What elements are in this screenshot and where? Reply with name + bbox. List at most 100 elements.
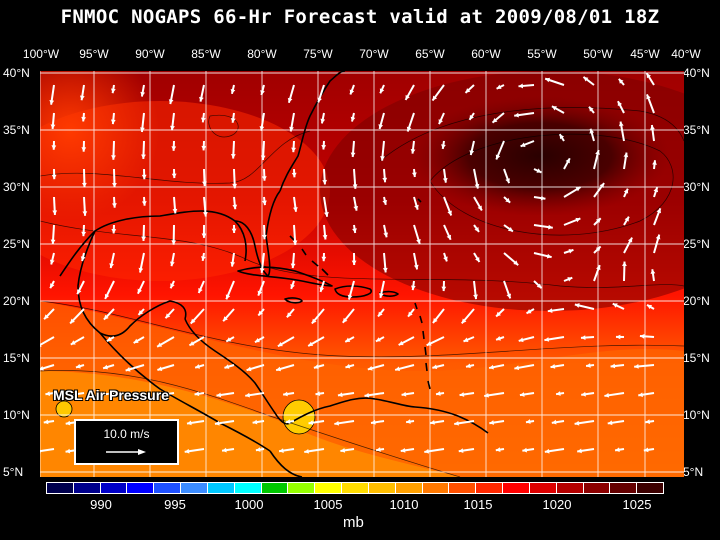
colorbar-cell	[637, 483, 664, 493]
wind-vector-head	[577, 448, 582, 454]
wind-vector-head	[546, 253, 552, 259]
wind-vector-head	[545, 77, 551, 83]
wind-vector-head	[526, 309, 532, 314]
wind-vector-head	[383, 232, 389, 238]
wind-vector-head	[604, 392, 610, 398]
wind-vector-head	[350, 116, 356, 122]
wind-vector	[40, 448, 55, 453]
wind-vector-head	[172, 208, 178, 214]
wind-vector-head	[245, 392, 250, 398]
wind-vector-head	[40, 448, 41, 454]
wind-vector-head	[103, 364, 108, 370]
wind-vector-head	[380, 156, 385, 161]
wind-vector-head	[416, 238, 421, 244]
wind-vector-head	[199, 96, 204, 102]
wind-vector-head	[518, 83, 524, 89]
wind-vector-head	[186, 420, 192, 426]
wind-vector-head	[201, 233, 207, 238]
wind-vector-head	[442, 178, 448, 183]
wind-vector-head	[198, 288, 203, 293]
wind-vector-head	[289, 126, 294, 132]
wind-vector-head	[489, 420, 495, 425]
wind-vector-head	[518, 337, 524, 343]
wind-vector-head	[189, 341, 195, 346]
wind-vector-head	[441, 144, 446, 149]
wind-vector-head	[290, 283, 295, 289]
wind-vector-head	[140, 127, 145, 132]
wind-vector-head	[475, 257, 480, 263]
wind-vector-head	[496, 84, 502, 89]
wind-vector-head	[646, 73, 652, 79]
wind-vector-head	[465, 88, 471, 93]
wind-vector-head	[261, 176, 267, 181]
lat-label: 40°N	[3, 66, 30, 80]
lat-label: 30°N	[3, 180, 30, 194]
wind-vector-head	[50, 283, 55, 289]
colorbar-cell	[556, 483, 584, 493]
wind-vector-head	[49, 100, 55, 105]
wind-vector-head	[77, 289, 82, 295]
wind-vector-head	[252, 419, 258, 425]
lat-label: 20°N	[3, 294, 30, 308]
wind-vector-head	[379, 88, 385, 94]
wind-vector-head	[308, 420, 314, 426]
wind-vector-head	[324, 212, 329, 217]
wind-vector-head	[618, 121, 624, 127]
wind-vector-head	[495, 447, 501, 452]
wind-vector-head	[230, 88, 236, 94]
wind-vector-head	[79, 95, 85, 101]
wind-vector-head	[624, 216, 629, 222]
reference-arrow-icon	[106, 449, 146, 455]
wind-vector-head	[230, 154, 236, 159]
wind-vector-head	[645, 419, 651, 425]
field-label: MSL Air Pressure	[53, 387, 169, 403]
wind-vector-head	[232, 183, 238, 189]
colorbar-cell	[476, 483, 504, 493]
wind-vector-head	[575, 187, 581, 192]
wind-vector-head	[351, 260, 357, 266]
colorbar-cell	[368, 483, 396, 493]
wind-vector-head	[410, 285, 416, 291]
wind-vector-head	[618, 78, 624, 84]
wind-vector-head	[623, 188, 629, 194]
wind-vector-head	[595, 218, 601, 224]
lat-label: 35°N	[3, 123, 30, 137]
wind-vector-head	[137, 288, 142, 294]
wind-vector-head	[112, 182, 117, 188]
wind-vector-head	[165, 313, 171, 319]
wind-vector-head	[277, 341, 283, 347]
wind-vector-head	[424, 448, 430, 454]
wind-vector-head	[586, 363, 591, 368]
wind-vector-head	[653, 187, 659, 193]
wind-vector-head	[505, 178, 510, 184]
wind-vector-head	[473, 294, 478, 300]
wind-vector-head	[321, 256, 327, 262]
lat-label: 5°N	[3, 465, 24, 479]
wind-vector-head	[438, 119, 444, 125]
colorbar-cell	[503, 483, 530, 493]
wind-vector-head	[401, 391, 407, 397]
wind-vector-head	[311, 318, 317, 324]
wind-vector-head	[398, 340, 404, 346]
wind-vector-head	[104, 293, 110, 299]
wind-vector-head	[291, 147, 296, 153]
wind-vector-head	[367, 365, 373, 371]
wind-vector-head	[350, 152, 356, 158]
wind-vector-head	[201, 145, 207, 151]
colorbar-cell	[315, 483, 343, 493]
wind-vector-head	[514, 112, 519, 118]
wind-vector-head	[519, 392, 525, 397]
wind-vector-head	[169, 261, 175, 267]
wind-vector-head	[589, 106, 594, 112]
wind-vector-head	[352, 184, 358, 189]
wind-vector-head	[520, 142, 526, 147]
wind-vector-head	[308, 341, 314, 346]
wind-vector-head	[364, 392, 370, 398]
wind-vector-head	[378, 293, 384, 298]
wind-vector-head	[171, 240, 177, 245]
wind-vector-head	[506, 293, 512, 299]
wind-vector-head	[395, 366, 400, 372]
wind-vector-head	[141, 236, 147, 241]
colorbar-cell	[342, 483, 369, 493]
wind-vector-head	[81, 116, 87, 122]
